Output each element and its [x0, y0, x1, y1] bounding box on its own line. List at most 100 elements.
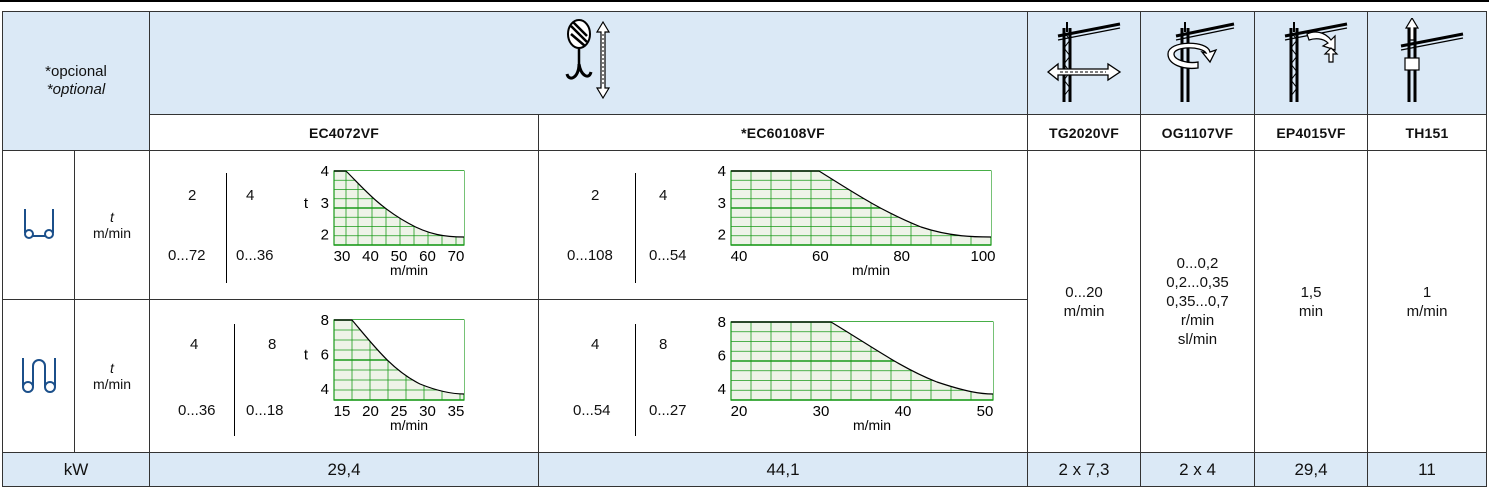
load-8t: 8 — [659, 336, 668, 353]
og1107-line-2: 0,2...0,35 — [1166, 274, 1229, 291]
load-4t: 4 — [190, 336, 199, 353]
chart-plot — [730, 321, 994, 401]
ec60108-double-cell: 4 8 0...54 0...27 864t20304050m/min — [538, 299, 1028, 453]
ec4072-double-cell: 4 8 0...36 0...18 8 6 4 t 15 20 25 30 35 m/min — [149, 299, 539, 453]
speed-0-18: 0...18 — [246, 402, 284, 419]
chart-y-tick: 8 — [321, 312, 329, 329]
spec-table: *opcional *optional — [2, 11, 1487, 487]
chart-y-tick: 2 — [718, 227, 726, 244]
chart-y-tick: 4 — [718, 381, 726, 398]
speed-0-72: 0...72 — [168, 247, 206, 264]
chart-curve — [731, 170, 992, 238]
divider — [234, 324, 235, 436]
unit-t: t — [110, 360, 114, 376]
ep4015-unit: min — [1298, 302, 1324, 320]
chart-x-label: m/min — [853, 417, 891, 433]
chart-curve — [334, 170, 465, 238]
chart-x-tick: 15 — [334, 403, 351, 420]
chart-x-tick: 30 — [419, 403, 436, 420]
power-th151: 11 — [1367, 452, 1487, 487]
load-chart-2: 432t406080100m/min — [718, 163, 996, 278]
chart-x-tick: 20 — [731, 403, 748, 420]
og1107-line-1: 0...0,2 — [1176, 255, 1219, 272]
divider — [635, 324, 636, 436]
ep4015-spec: 1,5 min — [1254, 150, 1368, 453]
chart-x-tick: 40 — [895, 403, 912, 420]
th151-unit: m/min — [1406, 302, 1448, 320]
model-ep4015vf: EP4015VF — [1254, 114, 1368, 151]
speed-0-27: 0...27 — [649, 402, 687, 419]
chart-x-tick: 100 — [970, 248, 995, 265]
unit-m-min: m/min — [92, 225, 132, 241]
og1107-line-5: sl/min — [1177, 331, 1218, 348]
chart-x-tick: 30 — [334, 248, 351, 265]
chart-x-tick: 30 — [813, 403, 830, 420]
chart-x-tick: 70 — [448, 248, 465, 265]
chart-y-tick: 6 — [321, 346, 329, 363]
chart-y-tick: 6 — [718, 348, 726, 365]
hook-hoist-icon — [565, 18, 610, 99]
single-fall-units: t m/min — [74, 150, 150, 300]
chart-x-tick: 40 — [731, 248, 748, 265]
speed-0-54: 0...54 — [649, 247, 687, 264]
tg2020-value: 0...20 — [1065, 283, 1103, 301]
load-4t: 4 — [246, 187, 255, 204]
single-fall-reeving-icon — [23, 208, 54, 239]
chart-y-tick: 3 — [718, 195, 726, 212]
load-chart-1: 4 3 2t 30 40 50 60 70 m/min — [304, 163, 465, 278]
power-tg2020vf: 2 x 7,3 — [1027, 452, 1141, 487]
chart-y-tick: 4 — [718, 163, 726, 180]
chart-y-label: t — [304, 346, 309, 363]
speed-0-36: 0...36 — [236, 247, 274, 264]
tg2020-spec: 0...20 m/min — [1027, 150, 1141, 453]
chart-x-tick: 50 — [977, 403, 994, 420]
power-ec60108vf: 44,1 — [538, 452, 1028, 487]
chart-x-label: m/min — [390, 417, 428, 433]
tg2020-unit: m/min — [1063, 302, 1105, 320]
chart-x-tick: 50 — [391, 248, 408, 265]
double-fall-icon-cell — [2, 299, 75, 453]
telescoping-icon-cell — [1367, 11, 1487, 115]
chart-y-tick: 3 — [321, 195, 329, 212]
optional-legend: *opcional *optional — [2, 11, 150, 151]
chart-x-label: m/min — [852, 262, 890, 278]
chart-plot — [333, 319, 465, 401]
single-fall-icon-cell — [2, 150, 75, 300]
chart-y-tick: 2 — [321, 227, 329, 244]
chart-x-tick: 40 — [362, 248, 379, 265]
load-chart-4: 864t20304050m/min — [718, 314, 994, 433]
chart-x-tick: 60 — [812, 248, 829, 265]
ec4072-single-cell: 2 4 0...72 0...36 4 3 2 t 30 40 50 60 70 m/min — [149, 150, 539, 300]
trolley-travel-icon — [1046, 21, 1122, 102]
load-2t: 2 — [188, 187, 197, 204]
load-4t: 4 — [659, 187, 668, 204]
og1107-line-4: r/min — [1180, 312, 1215, 329]
hoist-icon-cell — [149, 11, 1028, 115]
optional-label-en: *optional — [46, 81, 106, 98]
trolley-icon-cell — [1027, 11, 1141, 115]
speed-0-54: 0...54 — [573, 402, 611, 419]
chart-y-label: t — [304, 195, 309, 212]
model-ec60108vf: *EC60108VF — [538, 114, 1028, 151]
load-2t: 2 — [591, 187, 600, 204]
model-tg2020vf: TG2020VF — [1027, 114, 1141, 151]
th151-value: 1 — [1422, 283, 1432, 301]
unit-t: t — [110, 209, 114, 225]
og1107-line-3: 0,35...0,7 — [1166, 293, 1229, 310]
slewing-icon-cell — [1140, 11, 1255, 115]
chart-x-tick: 25 — [391, 403, 408, 420]
model-th151: TH151 — [1367, 114, 1487, 151]
chart-mask — [731, 322, 993, 394]
load-chart-3: 8 6 4 t 15 20 25 30 35 m/min — [304, 312, 465, 433]
load-4t: 4 — [591, 336, 600, 353]
luffing-icon-cell — [1254, 11, 1368, 115]
model-og1107vf: OG1107VF — [1140, 114, 1255, 151]
chart-y-tick: 4 — [321, 381, 329, 398]
top-rule — [0, 0, 1489, 2]
unit-m-min: m/min — [92, 376, 132, 392]
chart-x-label: m/min — [390, 262, 428, 278]
jib-luffing-icon — [1284, 21, 1348, 102]
model-ec4072vf: EC4072VF — [149, 114, 539, 151]
chart-x-tick: 80 — [893, 248, 910, 265]
ep4015-value: 1,5 — [1300, 283, 1322, 301]
